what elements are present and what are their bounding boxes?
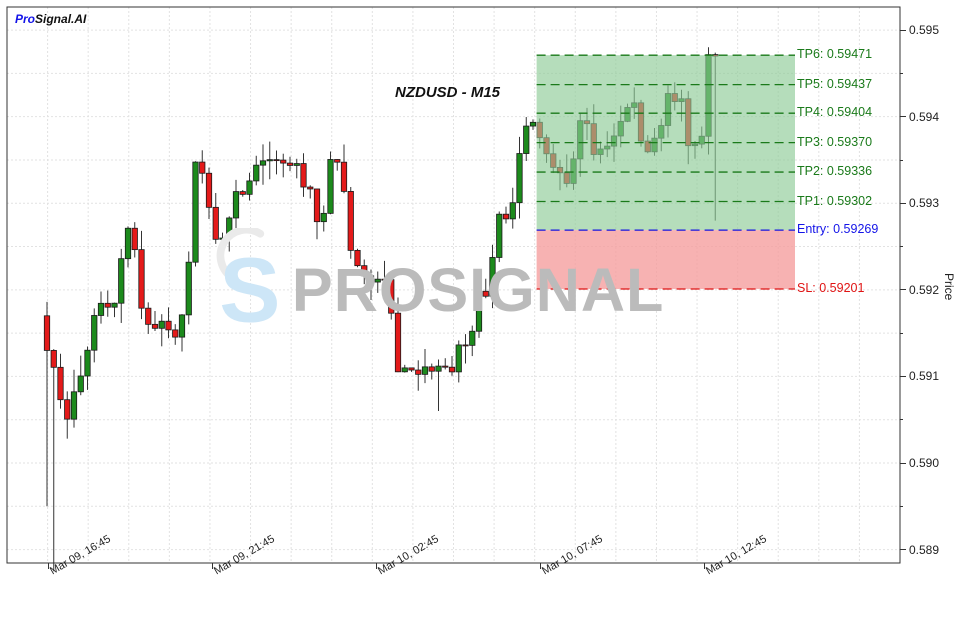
- svg-text:S: S: [219, 240, 280, 338]
- svg-text:PROSIGNAL: PROSIGNAL: [292, 256, 664, 324]
